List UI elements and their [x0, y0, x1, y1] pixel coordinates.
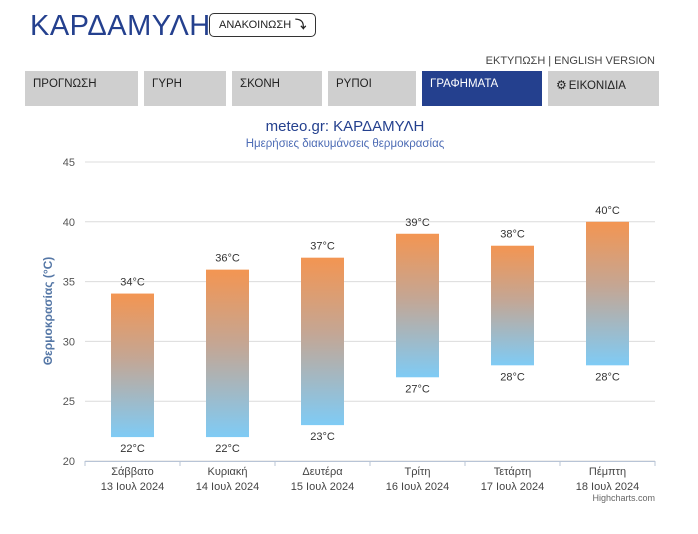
x-tick-date-label: 13 Ιουλ 2024: [101, 481, 165, 493]
x-axis: Σάββατο 13 Ιουλ 2024 Κυριακή 14 Ιουλ 2024 Δε…: [84, 461, 656, 493]
high-temp-label: 37°C: [310, 241, 335, 253]
chart-subtitle: Ημερήσιες διακυμάνσεις θερμοκρασίας: [246, 138, 445, 150]
x-tick-date-label: 16 Ιουλ 2024: [386, 481, 450, 493]
x-tick-day-label: Πέμπτη: [589, 466, 626, 478]
low-temp-label: 28°C: [500, 371, 525, 383]
low-temp-label: 27°C: [405, 383, 430, 395]
low-temp-label: 28°C: [595, 371, 620, 383]
print-link[interactable]: ΕΚΤΥΠΩΣΗ: [485, 55, 546, 67]
x-tick-day-label: Κυριακή: [207, 466, 247, 478]
tab-label: ΠΡΟΓΝΩΣΗ: [33, 78, 97, 90]
high-temp-label: 38°C: [500, 229, 525, 241]
x-tick-day-label: Τετάρτη: [494, 466, 532, 478]
top-links: ΕΚΤΥΠΩΣΗ | ENGLISH VERSION: [486, 55, 655, 67]
temperature-range-bar: [491, 245, 534, 366]
nav-tabs: ΠΡΟΓΝΩΣΗ ΓΥΡΗ ΣΚΟΝΗ ΡΥΠΟΙ ΓΡΑΦΗΜΑΤΑ ⚙ ΕΙΚ…: [25, 71, 659, 106]
temperature-range-bar: [586, 221, 629, 366]
page-title: ΚΑΡΔΑΜΥΛΗ: [30, 10, 211, 42]
low-temp-label: 23°C: [310, 431, 335, 443]
english-version-link[interactable]: ENGLISH VERSION: [554, 55, 655, 67]
tab-pollutants[interactable]: ΡΥΠΟΙ: [328, 71, 416, 106]
x-tick-day-label: Τρίτη: [405, 466, 431, 478]
x-tick-day-label: Δευτέρα: [302, 466, 343, 478]
high-temp-label: 39°C: [405, 217, 430, 229]
temperature-range-bar: [396, 233, 439, 378]
y-tick-label: 45: [63, 157, 75, 169]
tab-forecast[interactable]: ΠΡΟΓΝΩΣΗ: [25, 71, 138, 106]
high-temp-label: 40°C: [595, 205, 620, 217]
tab-label: ΡΥΠΟΙ: [336, 78, 372, 90]
x-tick-date-label: 15 Ιουλ 2024: [291, 481, 355, 493]
chart-title: meteo.gr: ΚΑΡΔΑΜΥΛΗ: [266, 118, 425, 135]
tab-charts[interactable]: ΓΡΑΦΗΜΑΤΑ: [422, 71, 542, 106]
x-tick-day-label: Σάββατο: [111, 466, 153, 478]
y-axis-label: Θερμοκρασίας (°C): [41, 257, 55, 366]
low-temp-label: 22°C: [215, 443, 240, 455]
temperature-range-bar: [111, 293, 154, 438]
x-tick-date-label: 17 Ιουλ 2024: [481, 481, 545, 493]
y-tick-label: 25: [63, 396, 75, 408]
y-tick-label: 20: [63, 456, 75, 468]
bars: 34°C 22°C 36°C 22°C 37°C 23°C 39°C 27°C 38°C 28°C…: [111, 205, 629, 455]
temperature-range-bar: [206, 269, 249, 438]
gear-icon: ⚙: [556, 78, 567, 92]
temperature-range-bar: [301, 257, 344, 426]
arrow-down-icon: ⤵: [295, 19, 307, 31]
high-temp-label: 36°C: [215, 253, 240, 265]
announcement-button[interactable]: ΑΝΑΚΟΙΝΩΣΗ ⤵: [209, 13, 317, 37]
low-temp-label: 22°C: [120, 443, 145, 455]
tab-label: ΓΥΡΗ: [152, 78, 182, 90]
y-tick-label: 30: [63, 336, 75, 348]
chart-credit[interactable]: Highcharts.com: [592, 493, 655, 503]
tab-label: ΣΚΟΝΗ: [240, 78, 280, 90]
tab-label: ΓΡΑΦΗΜΑΤΑ: [430, 78, 499, 90]
tab-label: ΕΙΚΟΝΙΔΙΑ: [568, 80, 626, 92]
tab-pollen[interactable]: ΓΥΡΗ: [144, 71, 226, 106]
y-tick-label: 40: [63, 217, 75, 229]
tab-icons[interactable]: ⚙ ΕΙΚΟΝΙΔΙΑ: [548, 71, 659, 106]
x-tick-date-label: 14 Ιουλ 2024: [196, 481, 260, 493]
high-temp-label: 34°C: [120, 277, 145, 289]
x-tick-date-label: 18 Ιουλ 2024: [576, 481, 640, 493]
tab-dust[interactable]: ΣΚΟΝΗ: [232, 71, 322, 106]
announcement-label: ΑΝΑΚΟΙΝΩΣΗ: [219, 19, 292, 31]
link-separator: |: [548, 55, 552, 67]
y-tick-label: 35: [63, 277, 75, 289]
